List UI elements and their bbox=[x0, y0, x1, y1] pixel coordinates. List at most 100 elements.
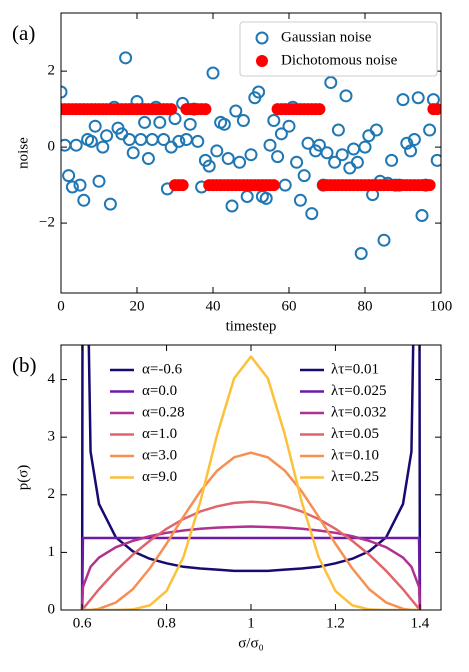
data-point bbox=[411, 91, 425, 105]
x-tick-label: 1 bbox=[247, 615, 255, 631]
data-point bbox=[396, 93, 410, 107]
data-point bbox=[320, 146, 334, 160]
data-point bbox=[103, 197, 117, 211]
data-point bbox=[88, 119, 102, 133]
data-point bbox=[210, 144, 224, 158]
data-point bbox=[69, 138, 83, 152]
data-point bbox=[233, 155, 247, 169]
data-point bbox=[84, 134, 98, 148]
legend-label: λτ=0.01 bbox=[331, 361, 379, 377]
data-point bbox=[240, 190, 254, 204]
data-point bbox=[347, 142, 361, 156]
legend-label: α=3.0 bbox=[142, 447, 177, 463]
data-point bbox=[122, 133, 136, 147]
x-tick-label: 0.8 bbox=[157, 615, 176, 631]
legend-label: α=9.0 bbox=[142, 469, 177, 485]
data-point bbox=[263, 138, 277, 152]
data-point bbox=[206, 66, 220, 80]
data-point bbox=[339, 89, 353, 103]
legend-label: λτ=0.10 bbox=[331, 447, 379, 463]
data-point bbox=[126, 146, 140, 160]
data-point bbox=[179, 133, 193, 147]
data-point bbox=[92, 174, 106, 188]
data-point bbox=[377, 233, 391, 247]
x-tick-label: 40 bbox=[206, 298, 221, 314]
data-point bbox=[358, 140, 372, 154]
y-tick-label: 0 bbox=[48, 139, 56, 155]
data-point bbox=[324, 76, 338, 90]
data-point bbox=[134, 133, 148, 147]
data-point bbox=[423, 179, 436, 192]
data-point bbox=[199, 103, 212, 116]
x-tick-label: 20 bbox=[130, 298, 145, 314]
line-series bbox=[81, 355, 421, 610]
data-point bbox=[404, 144, 418, 158]
line-series bbox=[81, 500, 421, 610]
data-point bbox=[267, 179, 280, 192]
data-point bbox=[164, 140, 178, 154]
data-point bbox=[328, 155, 342, 169]
data-point bbox=[271, 150, 285, 164]
panel-label: (b) bbox=[12, 353, 37, 377]
y-tick-label: 0 bbox=[48, 601, 56, 617]
data-point bbox=[278, 178, 292, 192]
data-point bbox=[400, 136, 414, 150]
y-tick-label: 2 bbox=[48, 486, 56, 502]
data-point bbox=[305, 207, 319, 221]
data-point bbox=[267, 114, 281, 128]
y-axis-label: noise bbox=[15, 137, 31, 169]
data-point bbox=[297, 169, 311, 183]
data-point bbox=[145, 133, 159, 147]
data-point bbox=[415, 208, 429, 222]
data-point bbox=[65, 180, 79, 194]
plot-area bbox=[61, 51, 441, 260]
y-tick-label: 4 bbox=[48, 371, 56, 387]
data-point bbox=[259, 191, 273, 205]
plot-area bbox=[80, 345, 422, 610]
x-axis-label: σ/σ₀ bbox=[238, 635, 264, 651]
data-point bbox=[73, 178, 87, 192]
data-point bbox=[61, 85, 68, 99]
data-point bbox=[290, 155, 304, 169]
legend-label: λτ=0.032 bbox=[331, 404, 387, 420]
legend-marker bbox=[256, 55, 268, 67]
y-tick-label: −2 bbox=[39, 215, 55, 231]
data-point bbox=[244, 148, 258, 162]
data-point bbox=[423, 123, 437, 137]
data-point bbox=[385, 153, 399, 167]
legend-label: α=0.28 bbox=[142, 404, 185, 420]
data-point bbox=[252, 85, 266, 99]
data-point bbox=[312, 138, 326, 152]
data-point bbox=[153, 115, 167, 129]
legend-label: α=1.0 bbox=[142, 426, 177, 442]
data-point bbox=[362, 129, 376, 143]
x-tick-label: 0.6 bbox=[73, 615, 92, 631]
data-point bbox=[62, 169, 76, 183]
data-point bbox=[96, 140, 110, 154]
data-point bbox=[172, 134, 186, 148]
data-point bbox=[225, 199, 239, 213]
line-series bbox=[80, 536, 422, 610]
data-point bbox=[77, 193, 91, 207]
y-tick-label: 1 bbox=[48, 544, 56, 560]
legend-label: α=-0.6 bbox=[142, 361, 183, 377]
x-tick-label: 80 bbox=[358, 298, 373, 314]
x-tick-label: 1.4 bbox=[411, 615, 430, 631]
data-point bbox=[176, 179, 189, 192]
legend-label: λτ=0.05 bbox=[331, 426, 379, 442]
legend-label: λτ=0.025 bbox=[331, 383, 387, 399]
data-point bbox=[350, 155, 364, 169]
x-tick-label: 100 bbox=[430, 298, 453, 314]
legend-label: λτ=0.25 bbox=[331, 469, 379, 485]
panel-label: (a) bbox=[12, 21, 35, 45]
legend-label: α=0.0 bbox=[142, 383, 177, 399]
data-point bbox=[343, 161, 357, 175]
data-point bbox=[165, 103, 178, 116]
x-axis-label: timestep bbox=[226, 318, 277, 334]
data-point bbox=[282, 119, 296, 133]
data-point bbox=[191, 134, 205, 148]
y-tick-label: 2 bbox=[48, 63, 56, 79]
data-point bbox=[141, 152, 155, 166]
data-point bbox=[369, 123, 383, 137]
